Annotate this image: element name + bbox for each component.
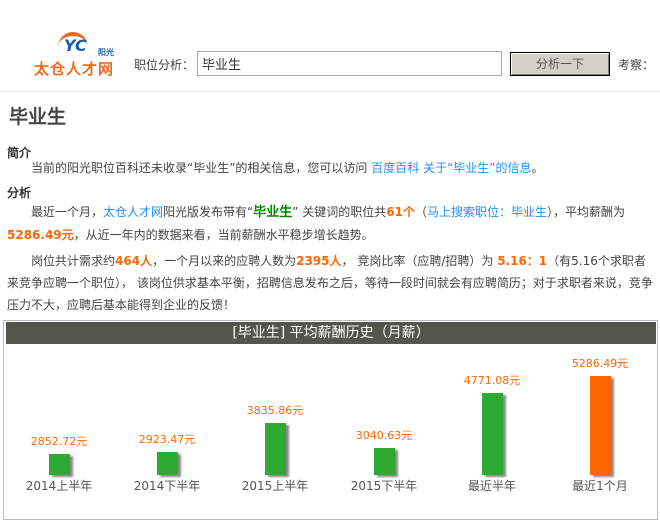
value-label: 2923.47元 xyxy=(138,432,196,446)
category-label: 最近半年 xyxy=(467,479,516,493)
intro-text-end: 。 xyxy=(531,161,544,175)
category-label: 2014上半年 xyxy=(25,479,93,493)
bar-2 xyxy=(265,422,286,475)
bar-4 xyxy=(482,392,503,475)
applicant-count: 2395人 xyxy=(296,254,342,268)
text: 岗位共计需求约 xyxy=(31,254,116,268)
text: （ xyxy=(415,205,428,219)
salary-history-chart: [毕业生] 平均薪酬历史（月薪） 2852.72元 2014上半年 2923.47元… xyxy=(3,320,658,520)
job-count: 61个 xyxy=(386,205,416,219)
category-label: 2014下半年 xyxy=(133,479,201,493)
value-label: 2852.72元 xyxy=(30,435,88,449)
value-label: 5286.49元 xyxy=(571,357,629,371)
analysis-heading: 分析 xyxy=(7,186,32,200)
search-jobs-link[interactable]: 马上搜索职位：毕业生 xyxy=(427,205,548,219)
demand-count: 464人 xyxy=(115,254,153,268)
value-label: 4771.08元 xyxy=(463,373,521,387)
analyze-button[interactable]: 分析一下 xyxy=(510,52,610,76)
baidu-baike-link[interactable]: 百度百科 关于“毕业生”的信息 xyxy=(371,161,532,175)
header: YC 阳光 太仓人才网 职位分析： 分析一下 考察： xyxy=(0,0,660,92)
text: ” 关键词的职位共 xyxy=(292,205,387,219)
position-search-input[interactable] xyxy=(197,51,502,76)
chart-title: [毕业生] 平均薪酬历史（月薪） xyxy=(6,322,656,344)
text: ， 竞岗比率（应聘/招聘）为 xyxy=(341,254,498,268)
text: （有5.16个求职者来竞争应聘一个职位）， 该岗位供求基本平衡，招聘信息发布之后… xyxy=(7,254,653,312)
category-label: 2015下半年 xyxy=(350,479,418,493)
observe-label: 考察： xyxy=(618,58,655,72)
analysis-paragraph-2: 岗位共计需求约464人，一个月以来的应聘人数为2395人， 竞岗比率（应聘/招聘… xyxy=(7,250,657,316)
logo-mark: YC xyxy=(64,36,87,55)
text: ），平均薪酬为 xyxy=(547,205,626,219)
competition-ratio: 5.16：1 xyxy=(497,254,548,268)
intro-text: 当前的阳光职位百科还未收录“毕业生”的相关信息，您可以访问 xyxy=(31,161,372,175)
bar-0 xyxy=(49,454,70,475)
keyword: 毕业生 xyxy=(253,205,293,220)
sun-logo-icon xyxy=(58,32,88,58)
bar-5 xyxy=(590,376,611,475)
text: ，从近一年内的数据来看，当前薪酬水平稳步增长趋势。 xyxy=(73,228,374,242)
site-link[interactable]: 太仓人才网 xyxy=(103,205,164,219)
intro-heading: 简介 xyxy=(7,146,32,160)
text: ，一个月以来的应聘人数为 xyxy=(152,254,297,268)
value-label: 3835.86元 xyxy=(246,403,304,417)
search-label: 职位分析： xyxy=(134,58,195,72)
analysis-paragraph-1: 最近一个月，太仓人才网阳光版发布带有“毕业生” 关键词的职位共61个（马上搜索职… xyxy=(7,201,657,246)
page-title: 毕业生 xyxy=(9,106,67,128)
bar-1 xyxy=(157,451,178,475)
average-salary: 5286.49元 xyxy=(7,228,74,242)
bar-3 xyxy=(374,448,395,475)
logo-badge: 阳光 xyxy=(98,48,114,57)
intro-paragraph: 当前的阳光职位百科还未收录“毕业生”的相关信息，您可以访问 百度百科 关于“毕业… xyxy=(7,157,657,179)
category-label: 最近1个月 xyxy=(572,479,628,493)
site-logo[interactable]: YC 阳光 太仓人才网 xyxy=(30,30,120,78)
text: 最近一个月， xyxy=(31,205,104,219)
value-label: 3040.63元 xyxy=(355,429,413,443)
category-label: 2015上半年 xyxy=(241,479,309,493)
logo-text: 太仓人才网 xyxy=(34,60,115,78)
text: 阳光版发布带有“ xyxy=(163,205,254,219)
